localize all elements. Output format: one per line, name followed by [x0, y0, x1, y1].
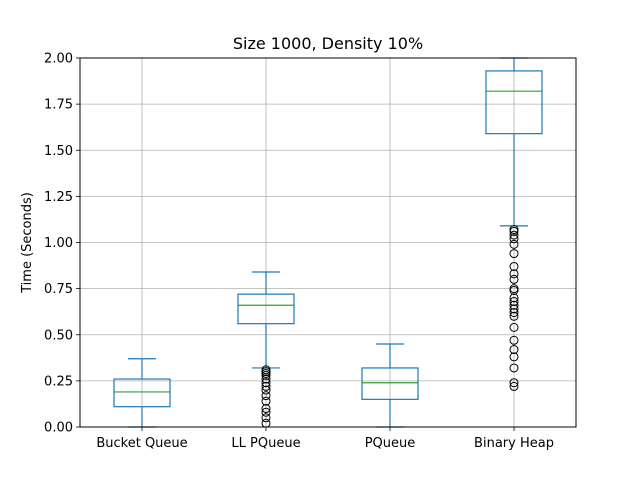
- outlier-point: [509, 234, 519, 244]
- outlier-point: [509, 284, 519, 294]
- outlier-point: [509, 249, 519, 259]
- chart-title: Size 1000, Density 10%: [233, 34, 423, 53]
- y-tick-label: 1.25: [44, 190, 73, 205]
- y-tick-label: 0.25: [44, 374, 73, 389]
- y-tick-label: 0.00: [44, 421, 73, 436]
- outlier-point: [509, 225, 519, 235]
- x-ticks: Bucket Queue LL PQueue PQueue Binary Heap: [96, 427, 554, 451]
- outlier-point: [509, 274, 519, 284]
- y-axis-label: Time (Seconds): [20, 192, 35, 294]
- outlier-point: [261, 413, 271, 423]
- box-0: [113, 378, 171, 408]
- outlier-point: [509, 378, 519, 388]
- y-ticks: 0.00 0.25 0.50 0.75 1.00 1.25 1.50 1.75 2.00: [44, 52, 80, 436]
- outlier-point: [509, 293, 519, 303]
- outlier-point: [509, 311, 519, 321]
- box-1: [237, 293, 295, 325]
- outlier-point: [261, 365, 271, 375]
- outlier-point: [509, 381, 519, 391]
- y-tick-label: 1.50: [44, 144, 73, 159]
- outlier-point: [509, 304, 519, 314]
- outlier-point: [261, 404, 271, 414]
- outlier-point: [509, 352, 519, 362]
- outlier-point: [509, 345, 519, 355]
- outlier-point: [261, 385, 271, 395]
- x-tick-label: Bucket Queue: [96, 436, 187, 451]
- outlier-point: [261, 378, 271, 388]
- x-tick-label: Binary Heap: [474, 436, 554, 451]
- outlier-point: [509, 363, 519, 373]
- outlier-point: [509, 269, 519, 279]
- x-tick-label: PQueue: [365, 436, 416, 451]
- outlier-point: [261, 407, 271, 417]
- outlier-point: [261, 381, 271, 391]
- outlier-point: [509, 308, 519, 318]
- box-3: [485, 70, 543, 135]
- y-tick-label: 2.00: [44, 52, 73, 67]
- outlier-point: [261, 391, 271, 401]
- y-tick-label: 1.75: [44, 98, 73, 113]
- outlier-point: [509, 261, 519, 271]
- grid: [80, 57, 576, 428]
- outlier-point: [509, 335, 519, 345]
- box-2: [361, 367, 419, 400]
- outlier-point: [509, 239, 519, 249]
- y-tick-label: 1.00: [44, 236, 73, 251]
- outlier-point: [261, 374, 271, 384]
- y-tick-label: 0.50: [44, 328, 73, 343]
- outlier-point: [509, 297, 519, 307]
- outlier-point: [509, 322, 519, 332]
- outlier-point: [509, 300, 519, 310]
- x-tick-label: LL PQueue: [231, 436, 300, 451]
- outlier-point: [509, 230, 519, 240]
- y-tick-label: 0.75: [44, 282, 73, 297]
- outlier-point: [261, 396, 271, 406]
